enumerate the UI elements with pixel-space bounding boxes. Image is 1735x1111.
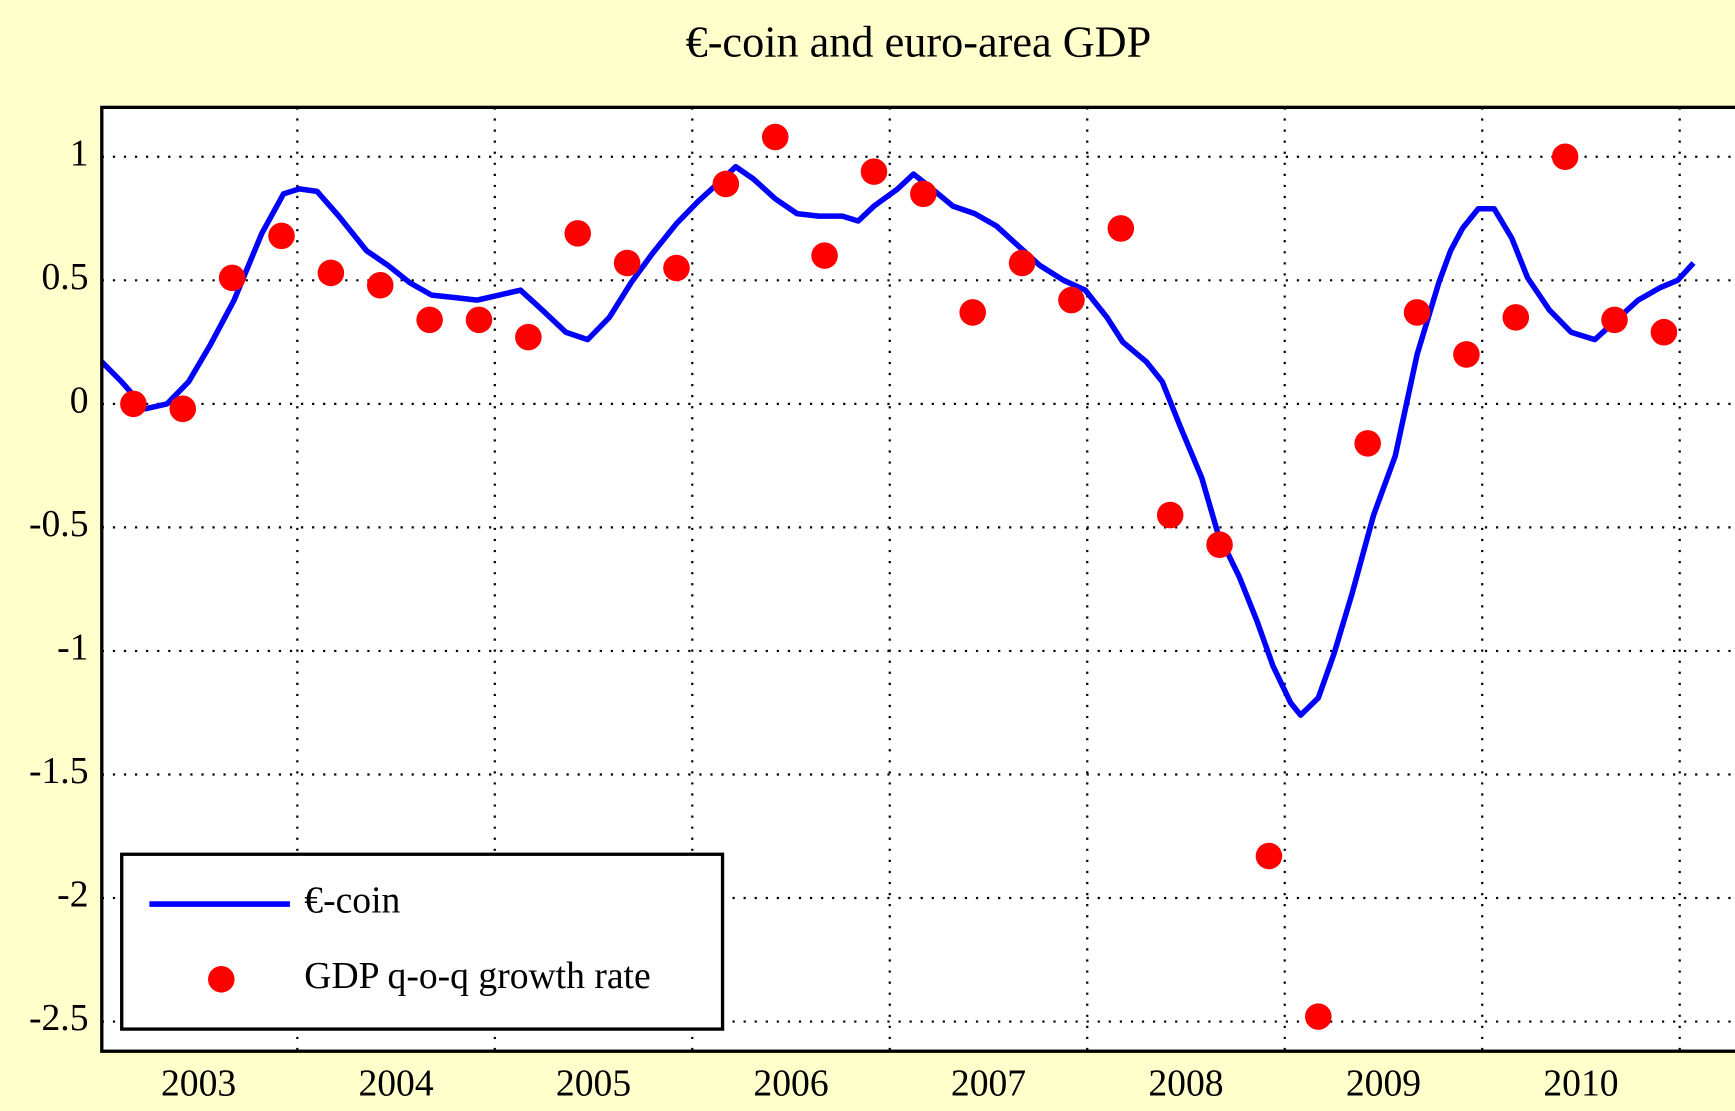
gdp-dot xyxy=(712,170,740,198)
plot-border xyxy=(100,105,1735,1053)
y-tick-label: -2 xyxy=(57,874,88,916)
legend-dot xyxy=(208,966,235,993)
gdp-dot xyxy=(761,123,789,151)
gdp-dot xyxy=(959,299,986,326)
gdp-dot xyxy=(1601,306,1628,334)
gdp-dot xyxy=(1305,1003,1332,1030)
gdp-dot xyxy=(515,323,542,351)
gdp-dot xyxy=(1206,531,1233,558)
x-tick-label: 2007 xyxy=(951,1062,1026,1104)
ecoin-line xyxy=(99,163,1696,718)
gdp-dot xyxy=(1008,249,1036,277)
gdp-dot xyxy=(663,254,690,282)
y-tick-label: -2.5 xyxy=(29,997,89,1039)
legend-label: €-coin xyxy=(304,880,400,922)
gdp-dot xyxy=(268,222,295,250)
x-tick-label: 2003 xyxy=(161,1062,236,1104)
gdp-dot xyxy=(811,242,838,269)
gdp-dot xyxy=(1354,430,1381,457)
gdp-dot xyxy=(1502,304,1530,331)
y-tick-label: -0.5 xyxy=(29,503,89,545)
gdp-dot xyxy=(1058,286,1085,314)
x-tick-label: 2005 xyxy=(556,1062,631,1104)
gdp-dot xyxy=(218,264,246,292)
gdp-dot xyxy=(1403,299,1431,326)
y-tick-label: -1.5 xyxy=(29,750,89,792)
x-tick-label: 2006 xyxy=(753,1062,828,1104)
gdp-dot xyxy=(613,249,641,277)
gdp-dot xyxy=(860,158,888,185)
x-tick-label: 2009 xyxy=(1346,1062,1421,1104)
y-tick-label: -1 xyxy=(57,627,88,669)
gdp-dot xyxy=(1107,215,1135,242)
legend-box xyxy=(120,852,725,1031)
x-tick-label: 2004 xyxy=(358,1062,433,1104)
y-tick-label: 0 xyxy=(70,380,89,422)
gdp-dot xyxy=(1551,143,1579,171)
gdp-dot xyxy=(465,306,493,334)
gdp-dot xyxy=(1156,501,1184,529)
chart-title: €-coin and euro-area GDP xyxy=(686,18,1152,67)
y-tick-label: 0.5 xyxy=(42,256,89,298)
x-tick-label: 2010 xyxy=(1543,1062,1618,1104)
gdp-dot xyxy=(416,306,443,334)
y-tick-label: 1 xyxy=(70,132,89,174)
gdp-dot xyxy=(366,271,394,299)
x-tick-label: 2008 xyxy=(1148,1062,1223,1104)
gdp-dot xyxy=(1453,341,1480,368)
gdp-dot xyxy=(910,180,937,208)
gdp-dot xyxy=(169,395,197,423)
gdp-dot xyxy=(564,220,592,247)
gdp-dot xyxy=(120,390,147,418)
gdp-dot xyxy=(317,259,345,287)
gdp-dot xyxy=(1255,842,1283,870)
gdp-dot xyxy=(1650,318,1678,346)
legend-label: GDP q-o-q growth rate xyxy=(304,955,650,997)
